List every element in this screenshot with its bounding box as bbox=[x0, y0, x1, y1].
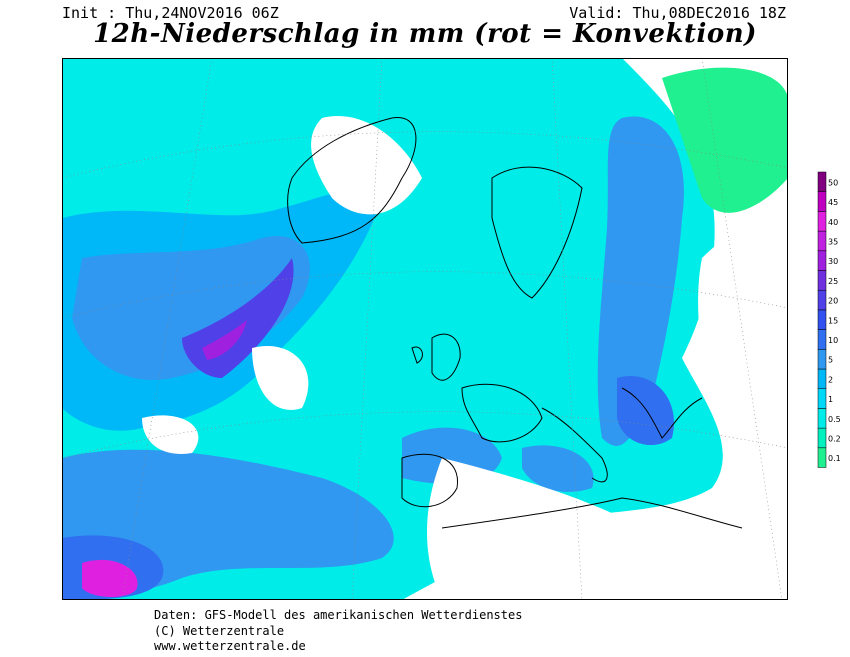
legend-swatch bbox=[817, 349, 827, 370]
dry-area bbox=[698, 208, 788, 498]
legend-swatch bbox=[817, 191, 827, 212]
legend-label: 50 bbox=[828, 178, 838, 187]
legend-label: 0.5 bbox=[828, 415, 841, 424]
footer-line: Daten: GFS-Modell des amerikanischen Wet… bbox=[154, 608, 523, 622]
map-title: 12h-Niederschlag in mm (rot = Konvektion… bbox=[93, 19, 757, 49]
legend-swatch bbox=[817, 289, 827, 311]
legend-swatch bbox=[817, 427, 827, 449]
legend-swatch bbox=[817, 171, 827, 192]
legend-label: 10 bbox=[828, 336, 838, 345]
legend-label: 20 bbox=[828, 297, 838, 306]
legend-label: 25 bbox=[828, 277, 838, 286]
dry-area bbox=[252, 346, 309, 410]
dry-area bbox=[142, 415, 199, 454]
dry-area bbox=[311, 116, 422, 215]
coastlines bbox=[287, 117, 743, 529]
valid-time: Valid: Thu,08DEC2016 18Z bbox=[569, 4, 786, 22]
map-frame bbox=[62, 58, 788, 600]
precip-area bbox=[202, 320, 247, 360]
legend-label: 40 bbox=[828, 218, 838, 227]
legend-swatch bbox=[817, 211, 827, 232]
footer-line: www.wetterzentrale.de bbox=[154, 639, 306, 653]
init-time: Init : Thu,24NOV2016 06Z bbox=[62, 4, 279, 22]
footer-line: (C) Wetterzentrale bbox=[154, 623, 285, 638]
legend-label: 45 bbox=[828, 198, 838, 207]
legend-swatch bbox=[817, 309, 827, 330]
precip-area bbox=[597, 116, 684, 446]
legend-label: 30 bbox=[828, 257, 838, 266]
precip-area bbox=[522, 445, 594, 492]
graticule bbox=[62, 58, 788, 600]
precip-area bbox=[82, 559, 138, 597]
legend-label: 35 bbox=[828, 237, 838, 246]
legend-swatch bbox=[817, 329, 827, 350]
legend-label: 1 bbox=[828, 395, 833, 404]
legend-label: 5 bbox=[828, 356, 833, 365]
legend-swatch bbox=[817, 447, 827, 468]
footer: Daten: GFS-Modell des amerikanischen Wet… bbox=[154, 608, 522, 655]
legend-label: 0.2 bbox=[828, 434, 841, 443]
legend-swatch bbox=[817, 388, 827, 409]
dry-area bbox=[427, 458, 788, 600]
map bbox=[62, 58, 788, 600]
legend-label: 0.1 bbox=[828, 454, 841, 463]
legend-swatch bbox=[817, 270, 827, 291]
legend-swatch bbox=[817, 230, 827, 252]
legend-swatch bbox=[817, 250, 827, 271]
legend-swatch bbox=[817, 368, 827, 389]
legend-label: 2 bbox=[828, 375, 833, 384]
legend-swatch bbox=[817, 408, 827, 429]
precip-area bbox=[662, 67, 788, 213]
legend-label: 15 bbox=[828, 316, 838, 325]
